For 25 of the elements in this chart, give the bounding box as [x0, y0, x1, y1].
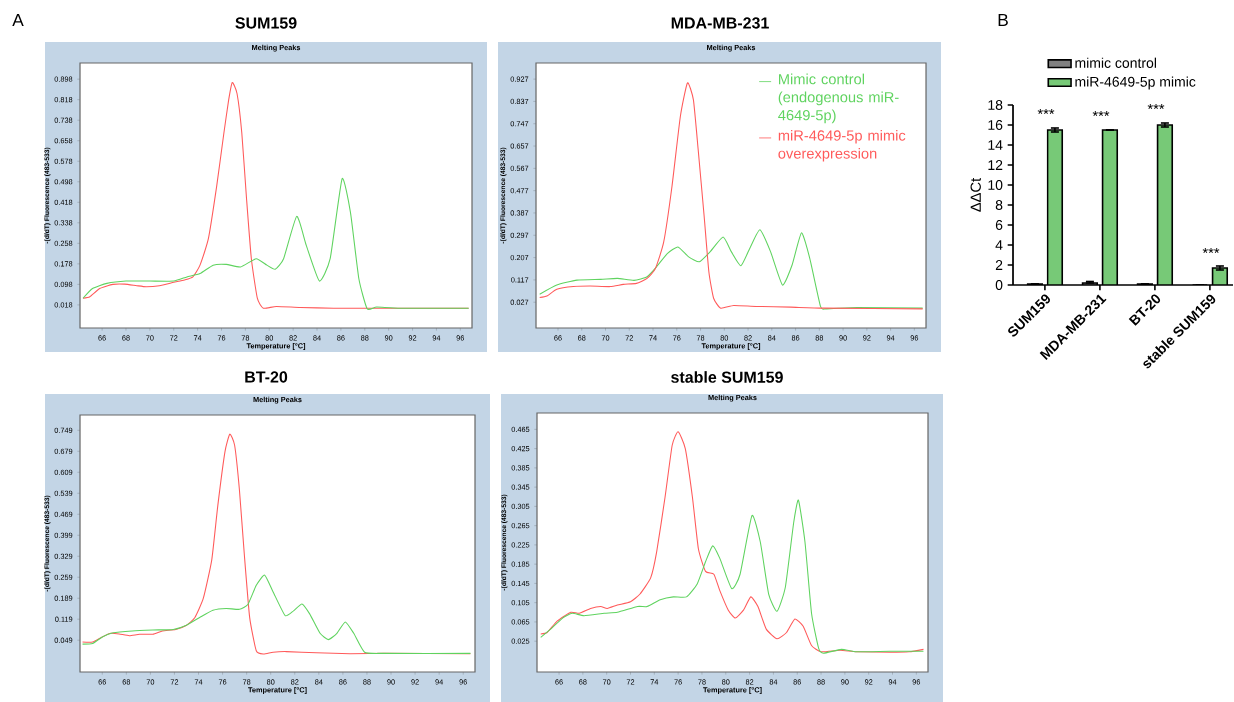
y-tick-label: 4 — [995, 240, 1003, 250]
y-tick-label: 14 — [988, 140, 1003, 150]
chart-title: MDA-MB-231 — [671, 17, 769, 29]
annotation: *** — [1147, 103, 1165, 110]
legend-label: Mimic control (endogenous miR-4649-5p) — [778, 73, 899, 124]
y-tick-label: 6 — [995, 220, 1003, 230]
text: B — [998, 14, 1008, 26]
chart-title: stable SUM159 — [671, 371, 783, 383]
y-tick-label: 2 — [995, 260, 1003, 270]
legend-label: miR-4649-5p mimic — [1075, 76, 1196, 90]
annotation: *** — [1037, 108, 1055, 115]
legend-label: miR-4649-5p mimic overexpression — [778, 129, 906, 162]
annotation: *** — [1092, 110, 1110, 117]
y-tick-label: 12 — [988, 160, 1003, 170]
y-tick-label: 8 — [995, 200, 1003, 210]
chart-title: BT-20 — [245, 371, 288, 383]
y-tick-label: 10 — [988, 180, 1003, 190]
legend-label: mimic control — [1075, 57, 1156, 68]
text: A — [12, 14, 24, 26]
y-axis-title: ΔΔCt — [970, 177, 981, 212]
annotation: *** — [1202, 247, 1220, 254]
y-tick-label: 16 — [988, 120, 1003, 130]
y-tick-label: 0 — [995, 280, 1003, 290]
chart-title: SUM159 — [235, 17, 297, 29]
y-tick-label: 18 — [988, 100, 1003, 110]
